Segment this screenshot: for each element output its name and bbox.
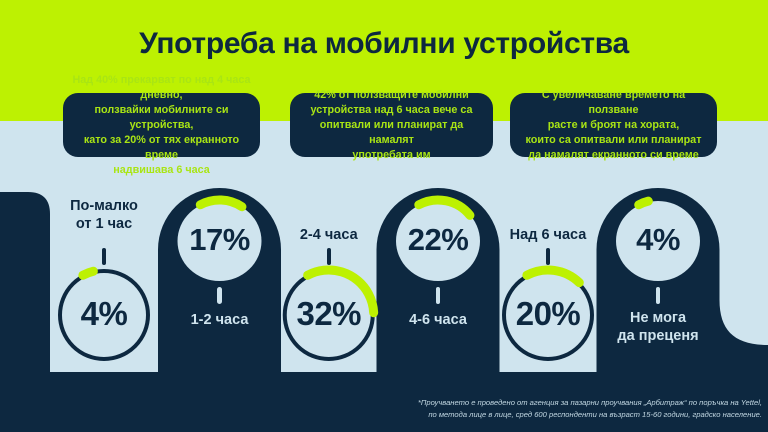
- stat-label: Не мога: [629, 310, 687, 326]
- stat-circle-fill: [616, 201, 700, 281]
- stat-value: 4%: [80, 295, 128, 332]
- footnote-line-2: по метода лице в лице, сред 600 респонде…: [428, 409, 762, 419]
- stat-circle-outline: [58, 269, 150, 361]
- stat-progress-arc: [279, 265, 379, 365]
- stat-value: 22%: [407, 222, 469, 257]
- stat-tick: [326, 248, 331, 265]
- snake-timeline-graphic: [0, 187, 768, 432]
- stat-label: да преценя: [617, 328, 699, 344]
- stat-progress-arc: [498, 265, 598, 365]
- insight-box-3: С увеличаване времето на ползване расте …: [510, 89, 717, 161]
- stat-tick: [217, 287, 222, 304]
- stat-progress-arc: [612, 195, 704, 287]
- footnote: *Проучването е проведено от агенция за п…: [418, 397, 762, 420]
- stat-progress-arc: [392, 195, 484, 287]
- footnote-line-1: *Проучването е проведено от агенция за п…: [417, 398, 762, 407]
- stat-value: 4%: [636, 222, 680, 257]
- stat-value: 20%: [515, 295, 581, 332]
- stat-label: 2-4 часа: [299, 227, 358, 243]
- stat-circle-fill: [177, 201, 262, 281]
- stat-tick: [655, 287, 661, 304]
- stat-value: 17%: [189, 222, 250, 257]
- stat-progress-arc: [54, 265, 154, 365]
- insight-box-2: 42% от ползващите мобилни устройства над…: [290, 89, 493, 161]
- stat-label: 1-2 часа: [190, 312, 249, 328]
- dip-shape: [50, 187, 597, 372]
- stat-tick: [101, 248, 107, 265]
- stat-circle-fill: [396, 201, 480, 281]
- stat-label: Над 6 часа: [509, 227, 587, 243]
- stat-label: По-малко: [70, 198, 138, 214]
- stat-label: 4-6 часа: [409, 312, 467, 328]
- page-title: Употреба на мобилни устройства: [139, 27, 629, 60]
- stat-tick: [545, 248, 551, 265]
- stat-progress-arc: [174, 195, 265, 287]
- stat-label: от 1 час: [75, 216, 133, 232]
- stat-tick: [435, 287, 441, 304]
- stat-value: 32%: [296, 295, 362, 332]
